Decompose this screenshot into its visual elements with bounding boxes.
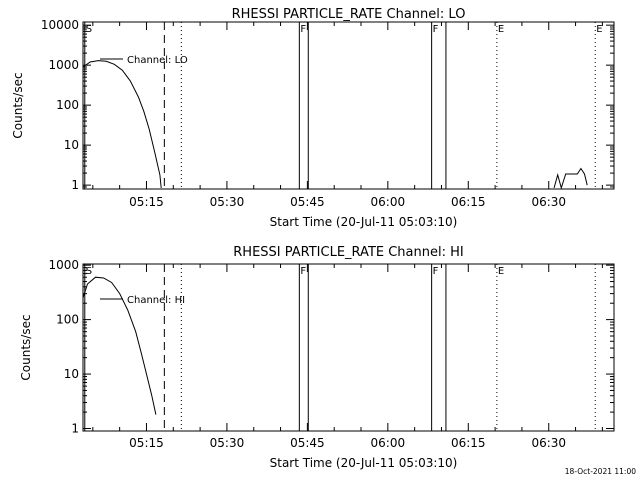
y-tick-label: 1000 — [48, 258, 79, 272]
plot-frame — [82, 21, 615, 190]
x-tick-label: 06:30 — [531, 436, 566, 450]
x-tick-label: 05:30 — [210, 436, 245, 450]
event-marker-label: S — [86, 266, 92, 277]
event-marker-label: S — [86, 24, 92, 35]
event-marker-label: F — [300, 266, 306, 277]
y-axis-label: Counts/sec — [19, 314, 33, 380]
y-tick-label: 10 — [64, 138, 79, 152]
event-marker-label: E — [596, 24, 602, 35]
series-line — [82, 60, 162, 188]
x-tick-label: 06:15 — [451, 195, 486, 209]
event-marker-label: E — [498, 266, 504, 277]
plot-frame — [82, 263, 615, 432]
y-tick-label: 1 — [71, 178, 79, 192]
x-axis-label: Start Time (20-Jul-11 05:03:10) — [270, 215, 458, 229]
legend-label: Channel: HI — [127, 295, 185, 306]
y-tick-label: 100 — [56, 98, 79, 112]
event-marker-label: F — [433, 24, 439, 35]
x-tick-label: 06:00 — [371, 195, 406, 209]
x-tick-label: 05:15 — [129, 195, 164, 209]
y-tick-label: 1 — [71, 422, 79, 436]
y-tick-label: 1000 — [48, 58, 79, 72]
y-tick-label: 10 — [64, 367, 79, 381]
x-tick-label: 06:30 — [531, 195, 566, 209]
series-line — [82, 276, 157, 415]
event-marker-label: F — [433, 266, 439, 277]
y-axis-label: Counts/sec — [11, 72, 25, 138]
series-line — [553, 167, 588, 190]
x-axis-label: Start Time (20-Jul-11 05:03:10) — [270, 456, 458, 470]
event-marker-label: F — [300, 24, 306, 35]
legend-label: Channel: LO — [127, 55, 188, 66]
x-tick-label: 06:15 — [451, 436, 486, 450]
event-marker-label: E — [498, 24, 504, 35]
chart-title: RHESSI PARTICLE_RATE Channel: HI — [233, 245, 463, 260]
x-tick-label: 05:45 — [290, 195, 325, 209]
y-tick-label: 10000 — [41, 18, 79, 32]
x-tick-label: 06:00 — [371, 436, 406, 450]
x-tick-label: 05:45 — [290, 436, 325, 450]
y-tick-label: 100 — [56, 313, 79, 327]
chart-title: RHESSI PARTICLE_RATE Channel: LO — [232, 7, 466, 22]
x-tick-label: 05:30 — [210, 195, 245, 209]
x-tick-label: 05:15 — [129, 436, 164, 450]
